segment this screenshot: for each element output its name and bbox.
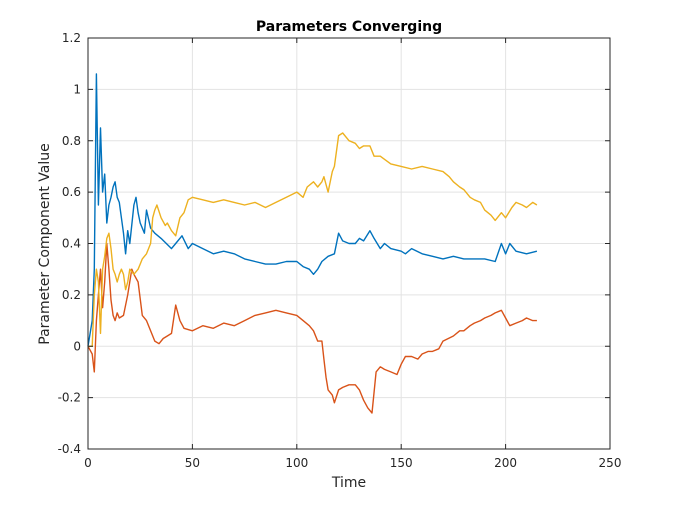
y-tick-label: 0.2 (62, 288, 81, 302)
y-tick-label: 1.2 (62, 31, 81, 45)
x-tick-label: 0 (84, 456, 92, 470)
ticks: 0 50 100 150 200 250 -0.4 -0.2 0 0.2 0.4 0.6 0.8 1 1.2 (58, 31, 622, 470)
y-tick-label: -0.4 (58, 442, 81, 456)
chart-title: Parameters Converging (256, 19, 442, 35)
series-line-1 (87, 73, 538, 347)
y-tick-label: 0.4 (62, 237, 81, 251)
series-line-3 (88, 132, 538, 347)
series-group (87, 73, 538, 414)
x-tick-label: 250 (599, 456, 622, 470)
x-tick-label: 150 (390, 456, 413, 470)
y-axis-label: Parameter Component Value (37, 143, 53, 344)
x-tick-label: 200 (494, 456, 517, 470)
y-tick-label: -0.2 (58, 391, 81, 405)
y-tick-label: 0.6 (62, 185, 81, 199)
x-tick-label: 50 (185, 456, 200, 470)
x-axis-label: Time (331, 475, 366, 491)
x-tick-label: 100 (285, 456, 308, 470)
y-tick-label: 1 (73, 82, 81, 96)
series-line-2 (87, 242, 537, 414)
y-tick-label: 0.8 (62, 134, 81, 148)
y-tick-label: 0 (73, 339, 81, 353)
